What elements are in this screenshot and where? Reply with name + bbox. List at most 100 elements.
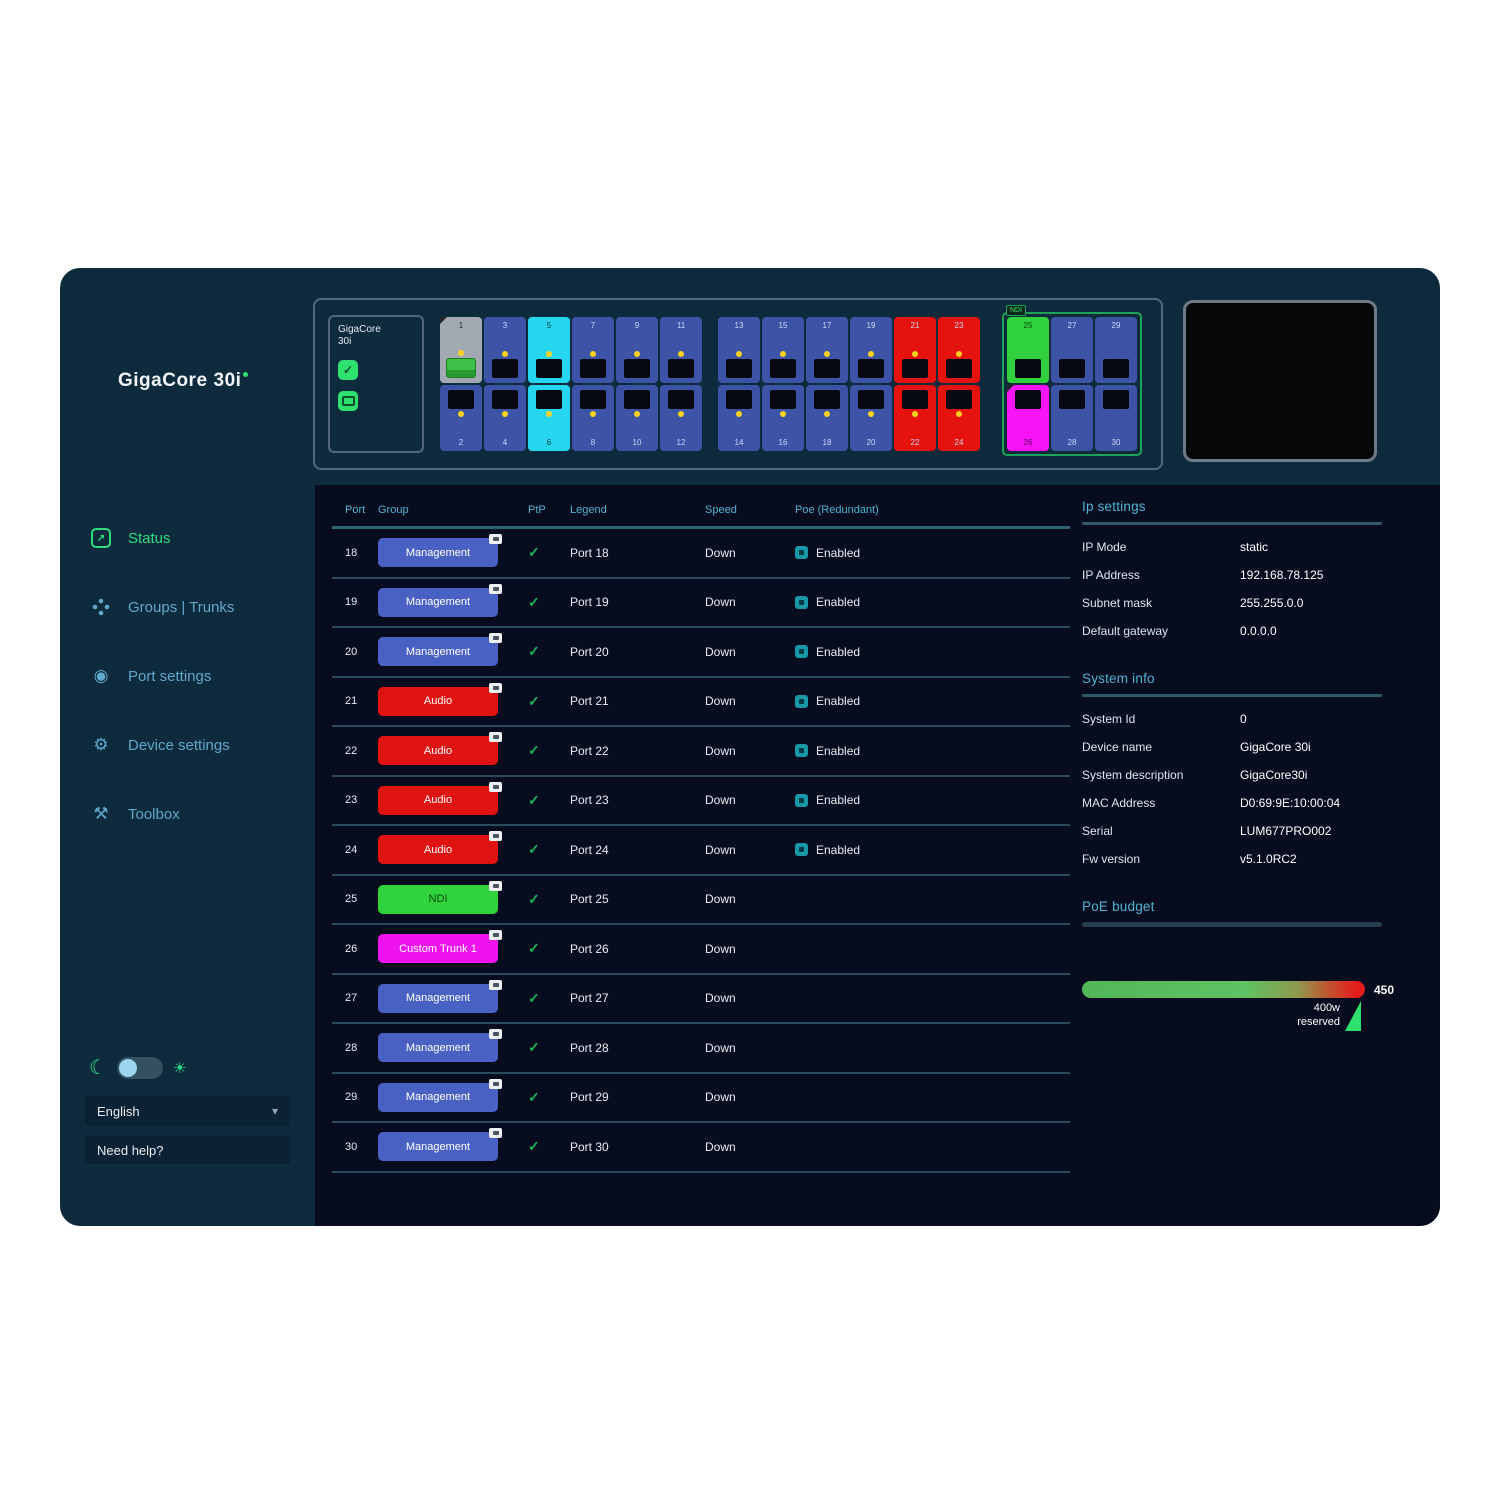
rj45-socket-icon [946, 359, 972, 378]
port-number: 7 [590, 321, 596, 330]
info-label: System description [1082, 768, 1184, 782]
info-label: System Id [1082, 712, 1136, 726]
port-number: 10 [632, 438, 642, 447]
group-badge[interactable]: Management [378, 1029, 502, 1063]
info-label: Subnet mask [1082, 596, 1153, 610]
group-badge[interactable]: Management [378, 979, 502, 1013]
port-28[interactable]: 28 [1051, 385, 1093, 451]
group-badge[interactable]: Audio [378, 781, 502, 815]
group-badge-cell: Audio [378, 732, 528, 766]
group-badge[interactable]: Management [378, 633, 502, 667]
rj45-socket-icon [814, 390, 840, 409]
port-10[interactable]: 10 [616, 385, 658, 451]
ptp-check-icon: ✓ [528, 841, 540, 858]
poe-icon [795, 744, 808, 758]
group-badge[interactable]: NDI [378, 880, 502, 914]
port-9[interactable]: 9 [616, 317, 658, 383]
group-badge-cell: Management [378, 1128, 528, 1162]
ptp-check-icon: ✓ [528, 1088, 540, 1105]
port-30[interactable]: 30 [1095, 385, 1137, 451]
column-header: Poe (Redundant) [795, 503, 879, 516]
port-25[interactable]: 25 [1007, 317, 1049, 383]
toggle-knob [118, 1058, 137, 1077]
poe-status-label: Enabled [816, 644, 861, 659]
sidebar-item-toolbox[interactable]: ⚒ Toolbox [60, 791, 315, 837]
group-badge[interactable]: Management [378, 534, 502, 568]
sidebar-item-device-settings[interactable]: ⚙ Device settings [60, 722, 315, 768]
port-19[interactable]: 19 [850, 317, 892, 383]
logo-primary: GigaCore [118, 370, 208, 391]
port-15[interactable]: 15 [762, 317, 804, 383]
port-number-cell: 18 [345, 546, 358, 559]
language-select[interactable]: English ▾ [85, 1096, 290, 1126]
port-number-cell: 20 [345, 645, 358, 658]
sidebar-item-groups-trunks[interactable]: Groups | Trunks [60, 584, 315, 630]
info-value: GigaCore 30i [1240, 740, 1311, 754]
info-label: Default gateway [1082, 624, 1169, 638]
port-14[interactable]: 14 [718, 385, 760, 451]
device-status-icons: ✓ [338, 360, 414, 411]
poe-status-label: Enabled [816, 694, 861, 709]
poe-icon [795, 694, 808, 708]
port-29[interactable]: 29 [1095, 317, 1137, 383]
group-badge[interactable]: Management [378, 583, 502, 617]
port-2[interactable]: 2 [440, 385, 482, 451]
ptp-check-icon: ✓ [528, 989, 540, 1006]
led-indicator [956, 411, 962, 417]
port-11[interactable]: 11 [660, 317, 702, 383]
lcd-display [1183, 300, 1377, 462]
port-24[interactable]: 24 [938, 385, 980, 451]
rj45-socket-icon [1103, 359, 1129, 378]
group-badge[interactable]: Audio [378, 732, 502, 766]
ip-settings-title: Ip settings [1082, 499, 1146, 514]
section-divider [1082, 922, 1382, 927]
port-5[interactable]: 5 [528, 317, 570, 383]
port-groups: 1 3 5 7 9 11 2 4 6 8 10 12 13 15 17 19 21 23 14 16 18 20 22 24 N… [440, 305, 1142, 456]
port-4[interactable]: 4 [484, 385, 526, 451]
port-22[interactable]: 22 [894, 385, 936, 451]
group-badge[interactable]: Management [378, 1128, 502, 1162]
port-6[interactable]: 6 [528, 385, 570, 451]
port-16[interactable]: 16 [762, 385, 804, 451]
app-logo: GigaCore 30i [118, 370, 249, 392]
speed-cell: Down [705, 1090, 736, 1105]
sidebar-item-port-settings[interactable]: ◉ Port settings [60, 653, 315, 699]
port-number: 4 [502, 438, 508, 447]
port-12[interactable]: 12 [660, 385, 702, 451]
port-26[interactable]: 26 [1007, 385, 1049, 451]
port-7[interactable]: 7 [572, 317, 614, 383]
rj45-socket-icon [1059, 359, 1085, 378]
port-20[interactable]: 20 [850, 385, 892, 451]
port-number: 6 [546, 438, 552, 447]
group-id-tag [489, 682, 502, 693]
led-indicator [546, 411, 552, 417]
port-27[interactable]: 27 [1051, 317, 1093, 383]
table-row: 18 Management ✓ Port 18 Down Enabled [332, 529, 1070, 579]
port-8[interactable]: 8 [572, 385, 614, 451]
info-row: MAC Address D0:69:9E:10:00:04 [1082, 789, 1382, 817]
chevron-down-icon: ▾ [271, 1104, 278, 1118]
help-link[interactable]: Need help? [85, 1136, 290, 1164]
port-number: 24 [954, 438, 964, 447]
group-badge[interactable]: Custom Trunk 1 [378, 930, 502, 964]
group-badge[interactable]: Management [378, 1078, 502, 1112]
port-18[interactable]: 18 [806, 385, 848, 451]
port-1[interactable]: 1 [440, 317, 482, 383]
port-number-cell: 23 [345, 794, 358, 807]
port-21[interactable]: 21 [894, 317, 936, 383]
poe-cell: Enabled [795, 546, 1070, 560]
group-id-tag [489, 583, 502, 594]
rj45-socket-icon [726, 390, 752, 409]
port-3[interactable]: 3 [484, 317, 526, 383]
group-badge[interactable]: Audio [378, 682, 502, 716]
legend-cell: Port 27 [570, 991, 609, 1006]
theme-toggle[interactable] [116, 1056, 163, 1079]
group-badge[interactable]: Audio [378, 831, 502, 865]
info-row: Device name GigaCore 30i [1082, 733, 1382, 761]
table-row: 20 Management ✓ Port 20 Down Enabled [332, 628, 1070, 678]
sidebar-item-status[interactable]: ↗ Status [60, 515, 315, 561]
group-id-tag [489, 633, 502, 644]
port-23[interactable]: 23 [938, 317, 980, 383]
port-13[interactable]: 13 [718, 317, 760, 383]
port-17[interactable]: 17 [806, 317, 848, 383]
